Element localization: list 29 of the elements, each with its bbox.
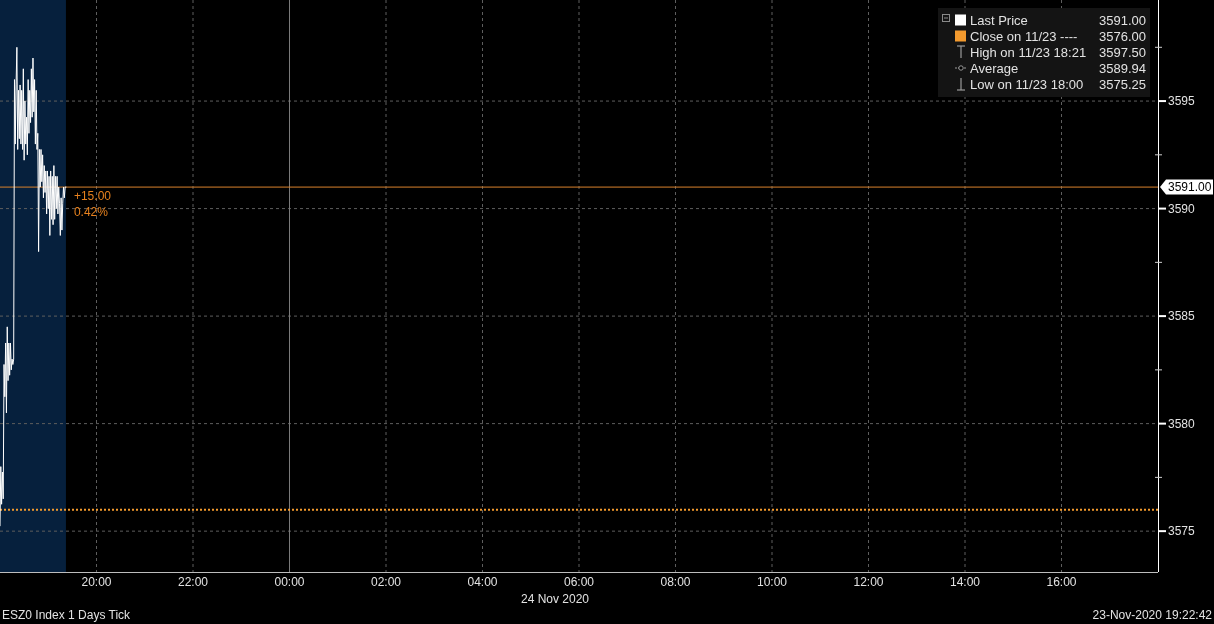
x-tick-label: 20:00 xyxy=(81,575,112,589)
x-tick-label: 12:00 xyxy=(853,575,884,589)
annotation: 0.42% xyxy=(73,205,109,220)
annotation: High on 11/23 18:21 3597.50 xyxy=(970,44,1146,60)
y-tick-label: 3585 xyxy=(1168,309,1196,324)
x-axis-title: 24 Nov 2020 xyxy=(520,592,590,606)
x-tick-label: 06:00 xyxy=(563,575,595,589)
x-tick-label: 14:00 xyxy=(949,575,981,589)
x-tick-label: 02:00 xyxy=(370,575,402,589)
text: Low on 11/23 18:00 3575.25 xyxy=(970,76,1146,92)
line-series xyxy=(0,46,67,527)
text: ESZ0 Index 1 Days Tick xyxy=(2,608,132,622)
x-tick-label: 10:00 xyxy=(756,575,788,589)
y-tick-label: 3590 xyxy=(1168,201,1196,216)
x-tick-label: 08:00 xyxy=(660,575,691,589)
y-tick-label: 3595 xyxy=(1168,94,1196,109)
annotation: +15.00 xyxy=(73,189,112,204)
ref-line-label: 3591.00 xyxy=(1168,180,1212,195)
x-tick-label: 16:00 xyxy=(1046,575,1077,589)
text: Average 3589.94 xyxy=(970,60,1146,76)
text: 23-Nov-2020 19:22:42 xyxy=(1092,608,1213,622)
y-tick-label: 3575 xyxy=(1168,524,1196,539)
text: Close on 11/23 ---- 3576.00 xyxy=(970,28,1146,44)
x-tick-label: 04:00 xyxy=(467,575,498,589)
y-tick-label: 3580 xyxy=(1168,416,1196,431)
legend-label: Last Price xyxy=(970,12,1028,28)
x-tick-label: 00:00 xyxy=(274,575,305,589)
text: 3591.00 xyxy=(1099,12,1146,28)
x-tick-label: 22:00 xyxy=(177,575,209,589)
